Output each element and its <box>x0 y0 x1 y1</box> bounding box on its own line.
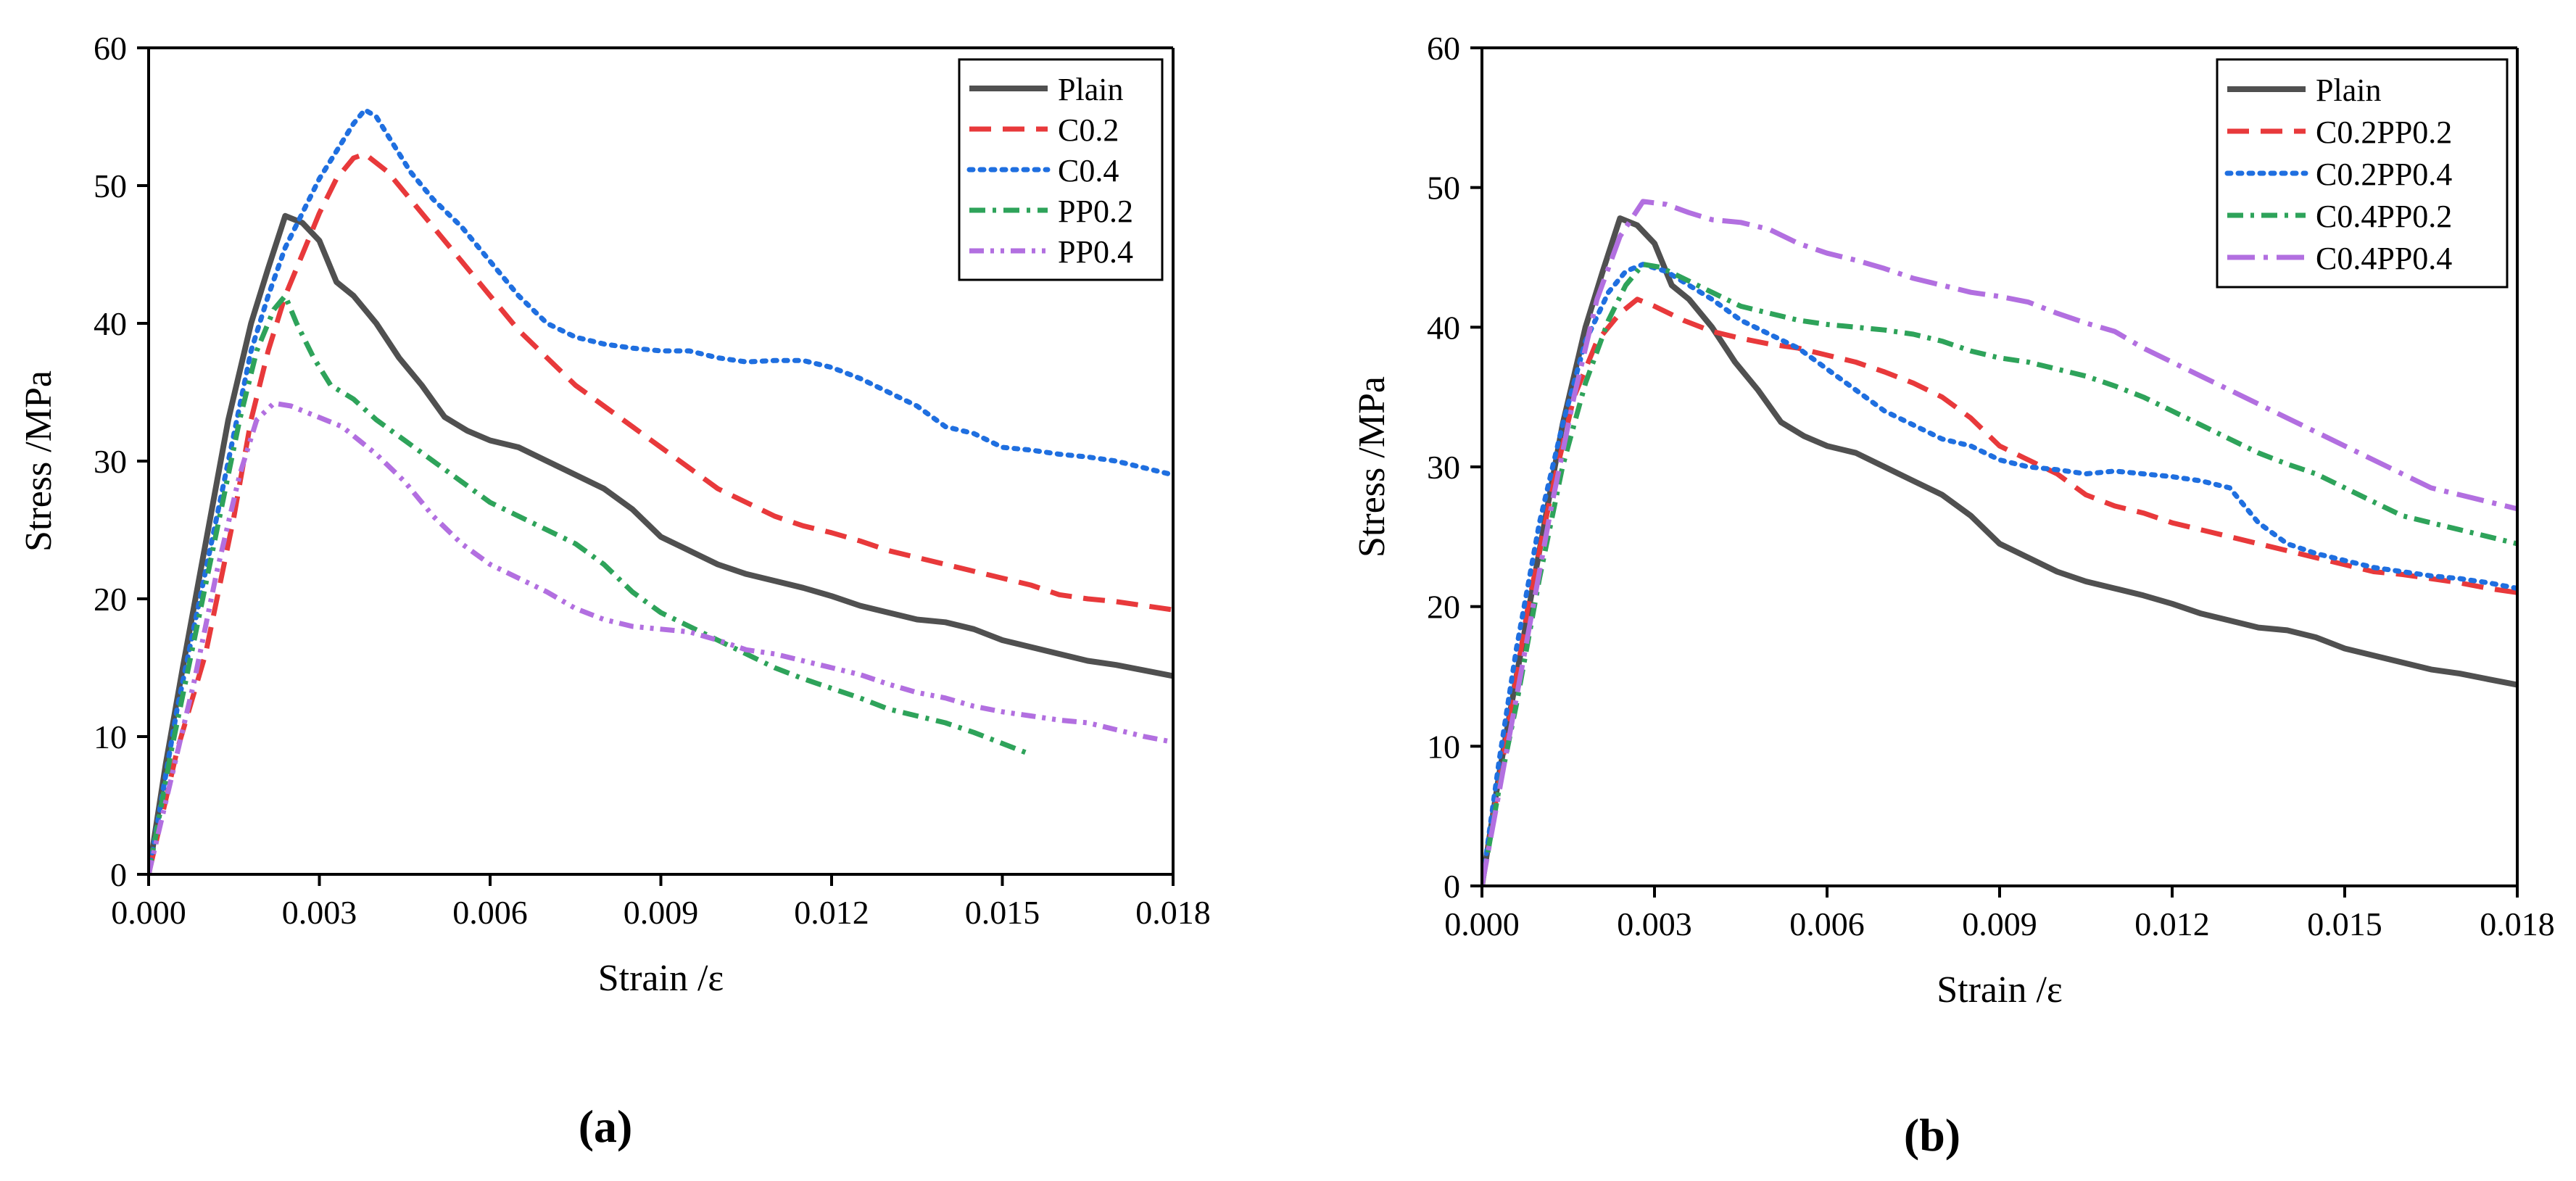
legend-label: PP0.2 <box>1058 194 1133 229</box>
y-tick-label: 40 <box>94 305 127 342</box>
legend-label: PP0.4 <box>1058 234 1133 270</box>
x-tick-label: 0.015 <box>965 894 1040 931</box>
y-tick-label: 50 <box>94 167 127 204</box>
y-tick-label: 60 <box>94 30 127 67</box>
y-tick-label: 10 <box>94 718 127 755</box>
y-tick-label: 40 <box>1427 309 1460 346</box>
series-group <box>1482 199 2517 886</box>
legend-label: C0.4PP0.4 <box>2316 241 2452 276</box>
x-tick-label: 0.009 <box>1962 906 2037 942</box>
x-tick-label: 0.006 <box>1789 906 1865 942</box>
x-tick-label: 0.000 <box>111 894 186 931</box>
x-tick-label: 0.006 <box>452 894 528 931</box>
series-line-c0.4pp0.2 <box>1482 262 2517 886</box>
legend-label: Plain <box>2316 72 2381 108</box>
x-tick-label: 0.003 <box>1617 906 1692 942</box>
x-axis-title: Strain /ε <box>598 958 724 999</box>
legend-label: C0.2PP0.2 <box>2316 115 2452 150</box>
y-tick-label: 60 <box>1427 30 1460 67</box>
series-line-plain <box>1482 215 2517 886</box>
series-line-pp0.4 <box>149 400 1173 874</box>
x-tick-label: 0.018 <box>1135 894 1211 931</box>
x-tick-label: 0.015 <box>2307 906 2382 942</box>
series-group <box>149 107 1173 874</box>
legend: Plain C0.2 C0.4 PP0.2 PP0.4 <box>958 58 1164 281</box>
y-tick-label: 30 <box>94 443 127 480</box>
chart-panel-b: 0.000 0.003 0.006 0.009 0.012 0.015 0.018 0 10 20… <box>1351 30 2555 1011</box>
x-tick-label: 0.018 <box>2480 906 2555 942</box>
y-axis-title: Stress /MPa <box>1351 376 1393 558</box>
series-line-c0.2 <box>149 151 1173 874</box>
legend-label: C0.2 <box>1058 112 1119 148</box>
x-tick-label: 0.009 <box>624 894 699 931</box>
series-line-c0.4pp0.4 <box>1482 199 2517 886</box>
y-tick-label: 20 <box>1427 589 1460 626</box>
panel-caption-a: (a) <box>579 1101 633 1152</box>
x-tick-label: 0.012 <box>2134 906 2210 942</box>
y-tick-label: 0 <box>110 856 127 893</box>
panel-caption-b: (b) <box>1904 1109 1960 1161</box>
y-axis-title: Stress /MPa <box>18 370 59 552</box>
y-tick-label: 0 <box>1444 868 1460 905</box>
legend-label: Plain <box>1058 72 1123 107</box>
x-axis-title: Strain /ε <box>1937 969 2063 1011</box>
x-tick-label: 0.012 <box>794 894 869 931</box>
series-line-c0.4 <box>149 107 1173 874</box>
y-tick-label: 30 <box>1427 449 1460 486</box>
legend-label: C0.4PP0.2 <box>2316 199 2452 234</box>
x-tick-label: 0.003 <box>282 894 357 931</box>
x-tick-label: 0.000 <box>1444 906 1520 942</box>
legend: Plain C0.2PP0.2 C0.2PP0.4 C0.4PP0.2 C0.4PP0.… <box>2216 58 2509 289</box>
series-line-plain <box>149 212 1173 874</box>
legend-label: C0.2PP0.4 <box>2316 157 2452 192</box>
chart-panel-a: 0.000 0.003 0.006 0.009 0.012 0.015 0.018 0 10 20… <box>18 30 1211 999</box>
legend-label: C0.4 <box>1058 153 1119 188</box>
series-line-c0.2pp0.2 <box>1482 297 2517 886</box>
y-tick-label: 50 <box>1427 170 1460 207</box>
series-line-pp0.2 <box>149 293 1032 874</box>
y-tick-label: 20 <box>94 581 127 618</box>
series-line-c0.2pp0.4 <box>1482 262 2517 886</box>
y-tick-label: 10 <box>1427 728 1460 765</box>
